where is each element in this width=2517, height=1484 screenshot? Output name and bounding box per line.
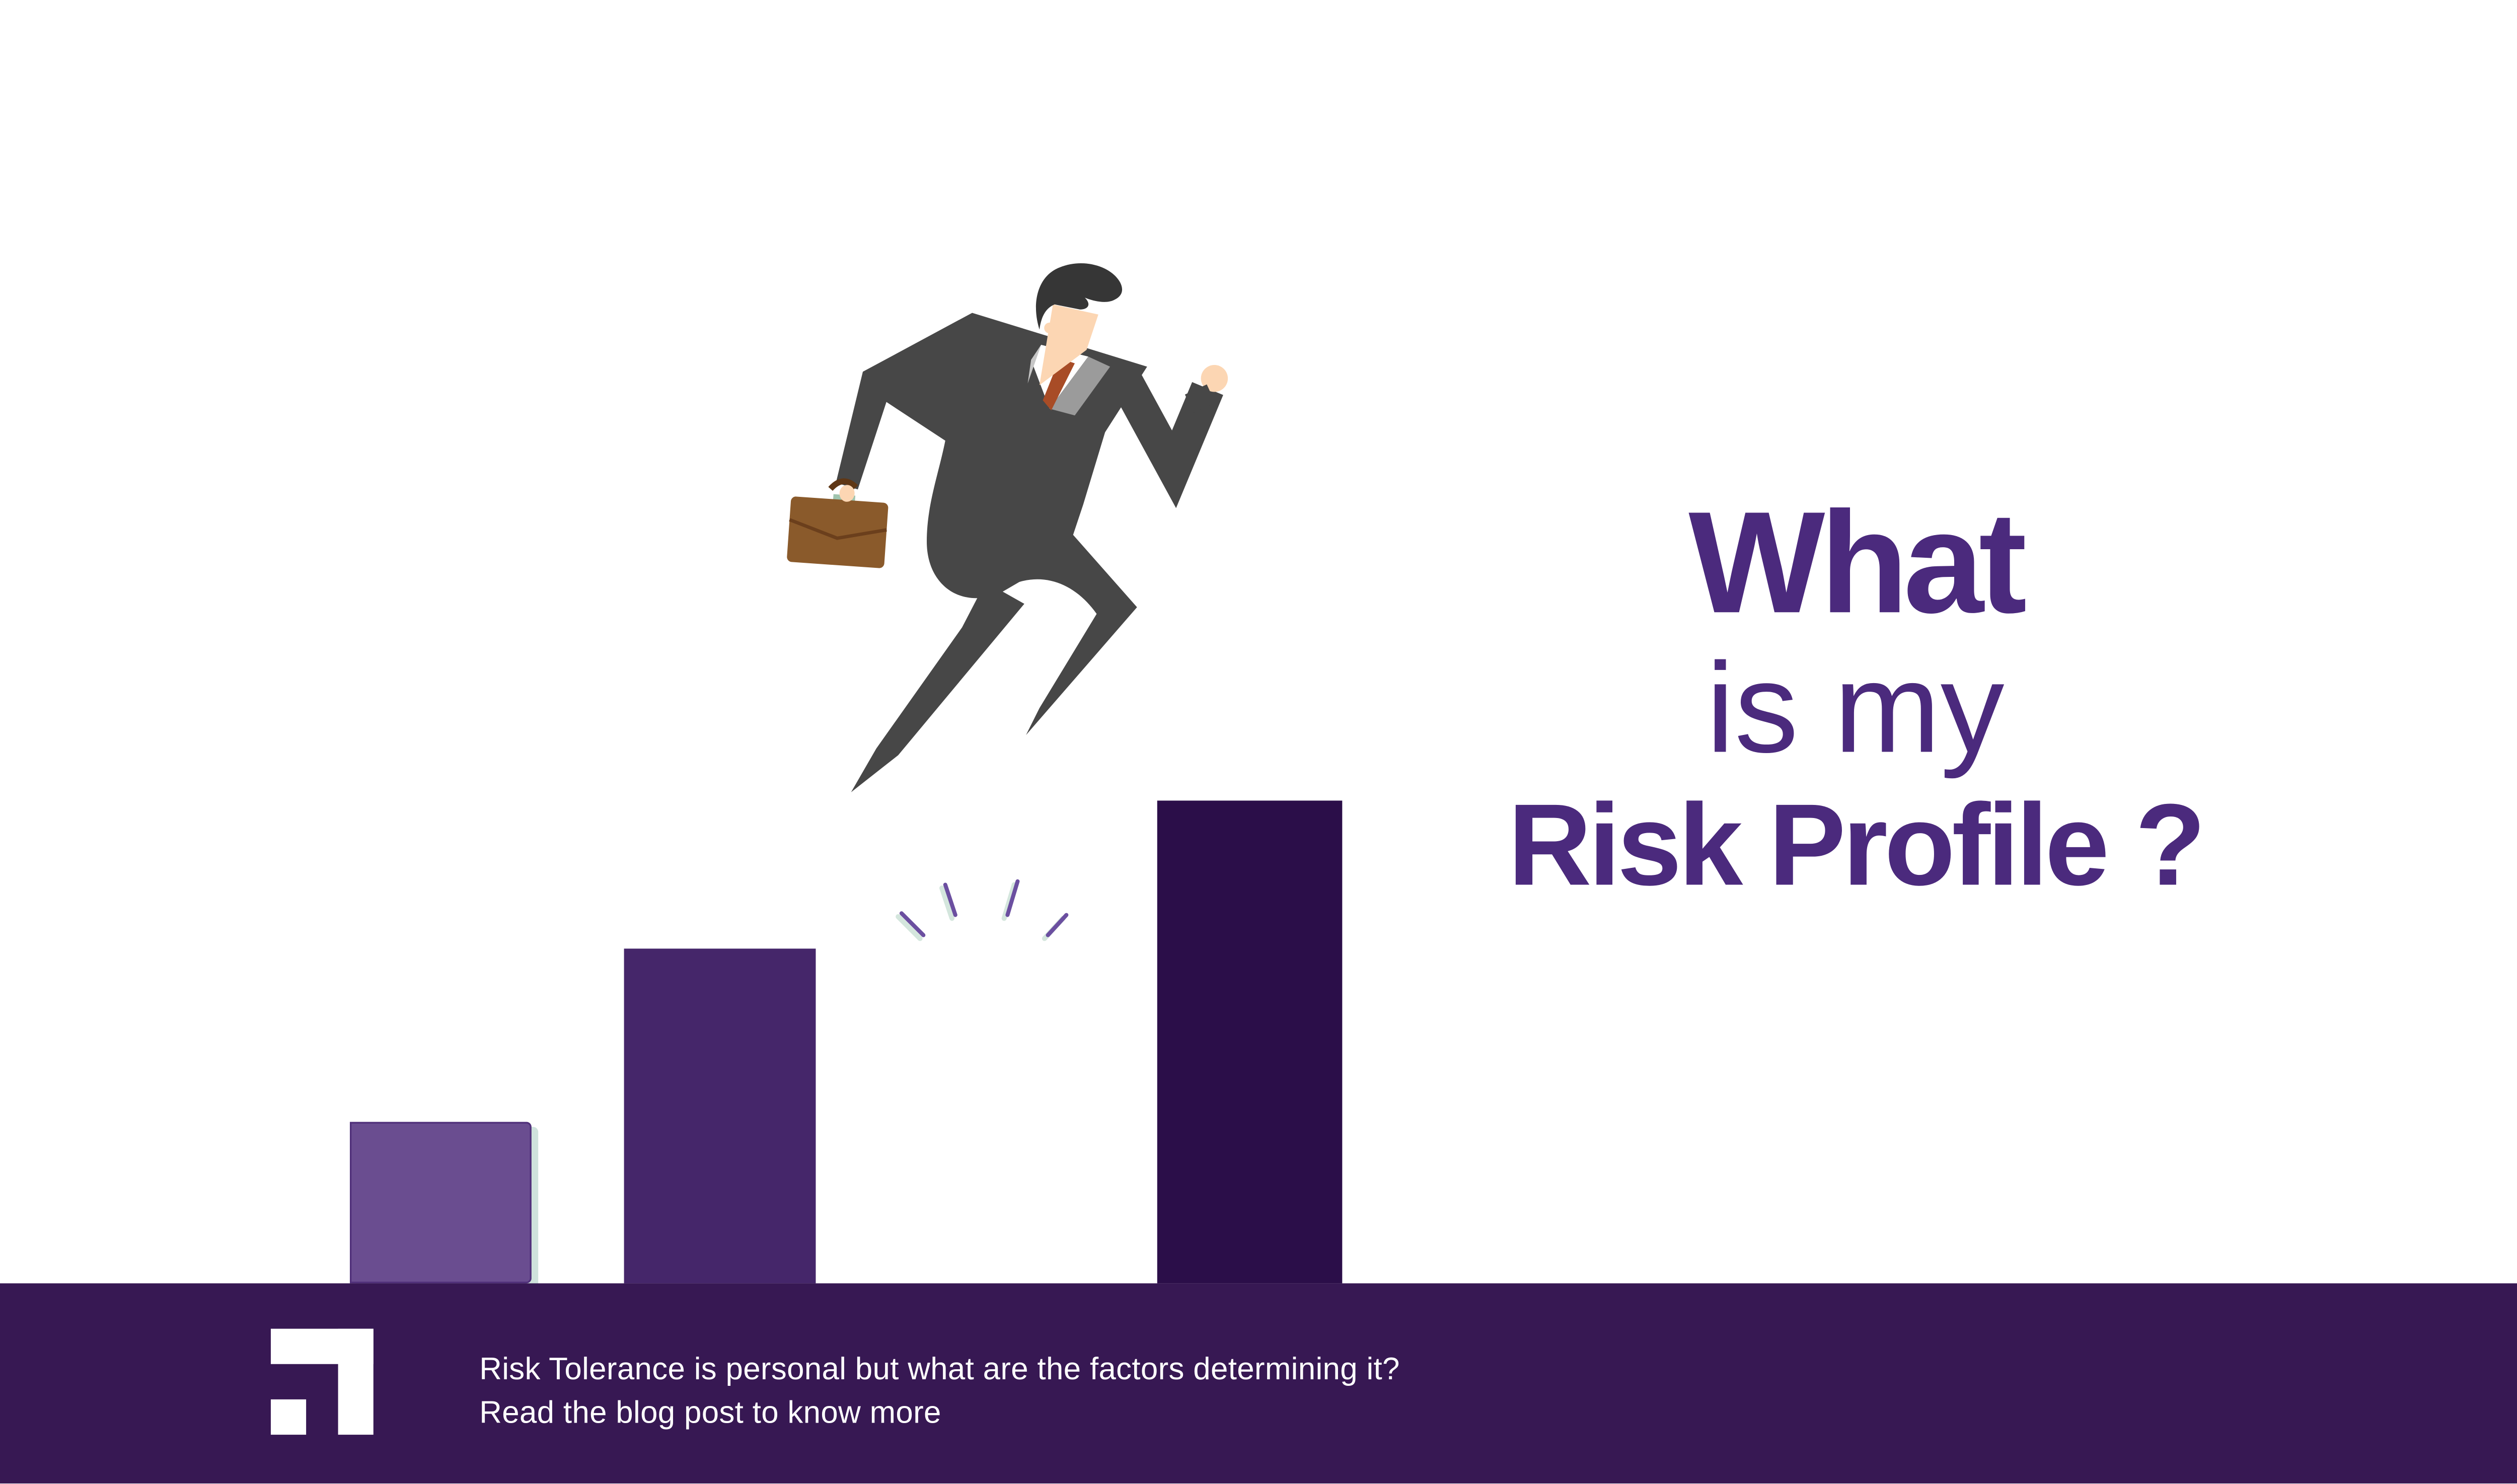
front-leg xyxy=(851,582,1024,792)
hair xyxy=(1035,263,1123,330)
headline-line-2: is my xyxy=(1706,637,2005,781)
headline-line-3: Risk Profile ? xyxy=(1508,780,2205,910)
burst-lines xyxy=(899,879,1069,937)
logo-small-square xyxy=(270,1398,306,1434)
headline-block: What is my Risk Profile ? xyxy=(1435,491,2276,904)
headline-line-1: What xyxy=(1688,482,2027,644)
briefcase-flap-line xyxy=(789,518,887,540)
right-cuff xyxy=(1185,384,1216,413)
right-fist xyxy=(1201,365,1228,392)
head xyxy=(1027,263,1123,416)
briefcase-body xyxy=(787,496,889,568)
footer-text-block: Risk Tolerance is personal but what are … xyxy=(479,1347,1993,1435)
briefcase-handle xyxy=(828,478,858,491)
right-arm xyxy=(1108,368,1223,508)
torso-and-limbs xyxy=(836,313,1147,735)
face xyxy=(1039,304,1098,386)
briefcase-icon xyxy=(787,478,889,568)
left-hand xyxy=(839,485,855,502)
step-bar-low xyxy=(349,1122,532,1284)
footer-logo-icon xyxy=(270,1328,375,1435)
ear xyxy=(1044,322,1055,334)
footer-bar xyxy=(0,1283,2517,1484)
logo-right-column xyxy=(338,1328,374,1435)
footer-message-line-2: Read the blog post to know more xyxy=(479,1394,941,1430)
burst-shadow xyxy=(896,882,1066,941)
step-bar-high xyxy=(1157,800,1343,1284)
businessman-illustration xyxy=(787,263,1228,792)
tie xyxy=(1043,358,1075,411)
step-bar-medium xyxy=(624,948,816,1284)
lapel xyxy=(1049,356,1111,416)
burst-dashes-icon xyxy=(896,879,1069,941)
footer-message-line-1: Risk Tolerance is personal but what are … xyxy=(479,1351,1400,1386)
